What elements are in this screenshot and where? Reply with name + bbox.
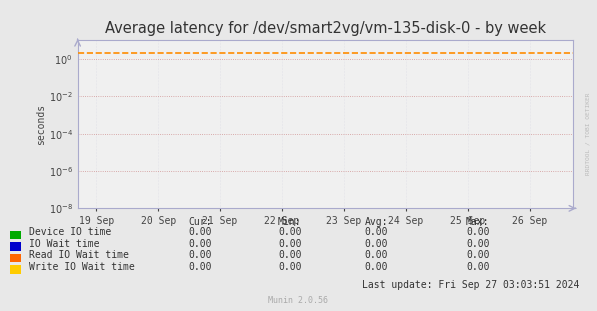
Text: Device IO time: Device IO time: [29, 227, 111, 237]
Text: 0.00: 0.00: [466, 239, 490, 249]
Text: Last update: Fri Sep 27 03:03:51 2024: Last update: Fri Sep 27 03:03:51 2024: [362, 280, 579, 290]
Text: Munin 2.0.56: Munin 2.0.56: [269, 296, 328, 305]
Text: Read IO Wait time: Read IO Wait time: [29, 250, 128, 260]
Text: 0.00: 0.00: [278, 227, 301, 237]
Text: IO Wait time: IO Wait time: [29, 239, 99, 249]
Text: 0.00: 0.00: [365, 250, 388, 260]
Text: Min:: Min:: [278, 217, 301, 227]
Text: 0.00: 0.00: [278, 239, 301, 249]
Text: 0.00: 0.00: [365, 262, 388, 272]
Text: 0.00: 0.00: [278, 262, 301, 272]
Text: Avg:: Avg:: [365, 217, 388, 227]
Text: Max:: Max:: [466, 217, 490, 227]
Text: RRDTOOL / TOBI OETIKER: RRDTOOL / TOBI OETIKER: [586, 92, 590, 175]
Text: Cur:: Cur:: [189, 217, 212, 227]
Text: 0.00: 0.00: [466, 250, 490, 260]
Text: 0.00: 0.00: [189, 239, 212, 249]
Y-axis label: seconds: seconds: [36, 104, 46, 145]
Text: 0.00: 0.00: [278, 250, 301, 260]
Text: 0.00: 0.00: [365, 239, 388, 249]
Text: 0.00: 0.00: [189, 227, 212, 237]
Text: 0.00: 0.00: [189, 250, 212, 260]
Text: 0.00: 0.00: [189, 262, 212, 272]
Text: 0.00: 0.00: [466, 227, 490, 237]
Text: Write IO Wait time: Write IO Wait time: [29, 262, 134, 272]
Text: 0.00: 0.00: [365, 227, 388, 237]
Title: Average latency for /dev/smart2vg/vm-135-disk-0 - by week: Average latency for /dev/smart2vg/vm-135…: [105, 21, 546, 36]
Text: 0.00: 0.00: [466, 262, 490, 272]
